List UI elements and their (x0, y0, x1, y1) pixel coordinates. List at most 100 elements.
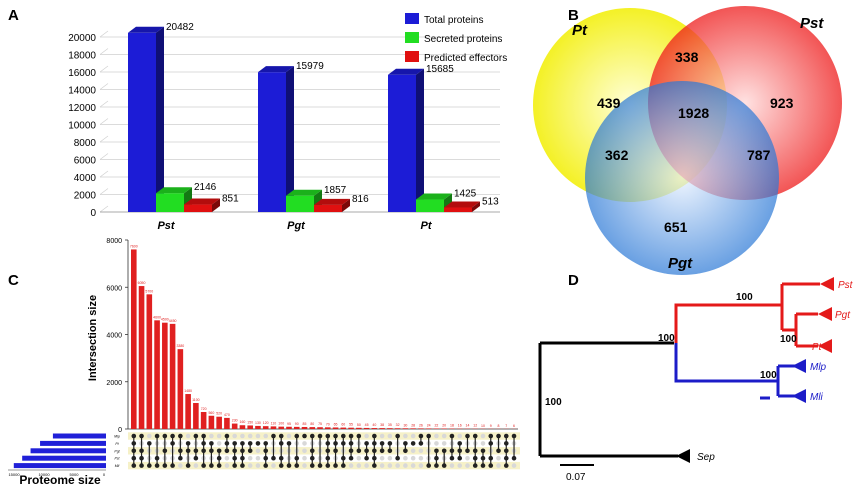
matrix-dot (434, 441, 439, 446)
intersection-bar-label: 80 (310, 422, 314, 426)
intersection-bar-label: 5700 (145, 289, 153, 293)
matrix-dot (302, 463, 307, 468)
intersection-bar-label: 35 (388, 423, 392, 427)
matrix-dot (457, 463, 463, 468)
intersection-bar (262, 426, 269, 429)
tree-tip-sep (676, 449, 690, 463)
matrix-dot (317, 463, 323, 468)
intersection-bar-label: 95 (287, 422, 291, 426)
matrix-dot (224, 455, 230, 461)
intersection-bar (146, 294, 153, 429)
matrix-dot (209, 433, 214, 439)
set-name-label: Pst (114, 457, 120, 461)
intersection-bar-label: 4600 (153, 315, 161, 319)
intersection-bar (325, 427, 331, 429)
matrix-dot (185, 463, 191, 468)
tree-tip-mlp (792, 359, 806, 373)
venn-circle-pgt (585, 81, 779, 275)
matrix-dot (216, 441, 222, 446)
set-size-bar (40, 440, 106, 446)
y-tick-label: 16000 (68, 68, 96, 79)
category-label: Pgt (287, 220, 306, 232)
intersection-bar (340, 427, 347, 429)
tree-tip-pgt (818, 307, 832, 321)
intersection-bar-label: 38 (380, 423, 384, 427)
grid-line-depth (99, 100, 109, 108)
matrix-dot (387, 455, 393, 461)
legend-swatch (405, 51, 419, 62)
matrix-dot (379, 455, 385, 461)
intersection-bar (200, 411, 207, 429)
y-tick-label: 4000 (74, 173, 97, 184)
y-tick-label: 2000 (106, 380, 122, 387)
bar-value-label: 851 (222, 194, 239, 205)
matrix-dot (364, 433, 369, 439)
bar-top (258, 66, 294, 73)
venn-label-pt: Pt (572, 22, 588, 39)
matrix-dot (403, 455, 408, 461)
matrix-dot (434, 463, 439, 468)
y-tick-label: 0 (118, 427, 122, 434)
intersection-bar-label: 70 (326, 422, 330, 426)
venn-value-pt-pgt: 362 (605, 147, 629, 163)
intersection-bar (278, 426, 285, 429)
matrix-dot (395, 463, 400, 468)
matrix-dot (255, 463, 261, 468)
tree-tip-mli (792, 389, 806, 403)
grid-line-depth (99, 205, 109, 213)
tree-label-mli: Mli (810, 392, 824, 403)
matrix-dot (410, 448, 416, 454)
set-name-label: Mlp (114, 435, 120, 439)
intersection-bar-label: 45 (365, 423, 369, 427)
y-tick-label: 8000 (106, 238, 122, 245)
bar-front (184, 204, 212, 212)
tree-label-pgt: Pgt (835, 310, 851, 321)
intersection-bar-label: 28 (411, 423, 415, 427)
bar-value-label: 20482 (166, 22, 194, 33)
legend-swatch (405, 13, 419, 24)
bar-value-label: 1425 (454, 189, 477, 200)
matrix-dot (387, 463, 393, 468)
tree-label-mlp: Mlp (810, 362, 827, 373)
intersection-bar (356, 427, 362, 429)
matrix-dot (472, 463, 478, 468)
matrix-dot (457, 433, 463, 439)
intersection-bar-label: 120 (263, 421, 269, 425)
tree-label-pst: Pst (838, 280, 854, 291)
intersection-bar-label: 85 (303, 422, 307, 426)
intersection-bar (317, 427, 323, 429)
intersection-bar-label: 7 (505, 424, 507, 428)
matrix-dot (286, 433, 292, 439)
matrix-dot (302, 455, 307, 461)
bar-front (156, 193, 184, 212)
bar-front (388, 74, 416, 212)
matrix-dot (294, 463, 300, 468)
panel-a-y-ticks: 0 2000 4000 6000 8000 10000 12000 14000 16000 180… (68, 33, 96, 219)
matrix-dot (302, 433, 307, 439)
matrix-dot (139, 463, 144, 468)
bar-side (342, 198, 350, 212)
intersection-bar (224, 417, 230, 429)
matrix-dot (247, 455, 253, 461)
venn-value-pgt-only: 651 (664, 219, 688, 235)
matrix-dot (387, 433, 393, 439)
matrix-dot (302, 448, 307, 454)
y-tick-label: 12000 (68, 103, 96, 114)
intersection-bar-label: 130 (255, 421, 261, 425)
matrix-dot (255, 448, 261, 454)
tree-label-pt: Pt (812, 342, 823, 353)
intersection-bar (433, 428, 440, 429)
intersection-bar (418, 428, 424, 429)
tree-scale-label: 0.07 (566, 472, 586, 483)
matrix-dot (449, 463, 455, 468)
matrix-dot (379, 463, 385, 468)
matrix-dot (185, 433, 191, 439)
intersection-bar-label: 9 (490, 424, 492, 428)
intersection-bar (169, 323, 176, 429)
matrix-dot (255, 441, 261, 446)
matrix-dot (511, 463, 517, 468)
matrix-dot (232, 433, 237, 439)
matrix-dot (418, 463, 424, 468)
